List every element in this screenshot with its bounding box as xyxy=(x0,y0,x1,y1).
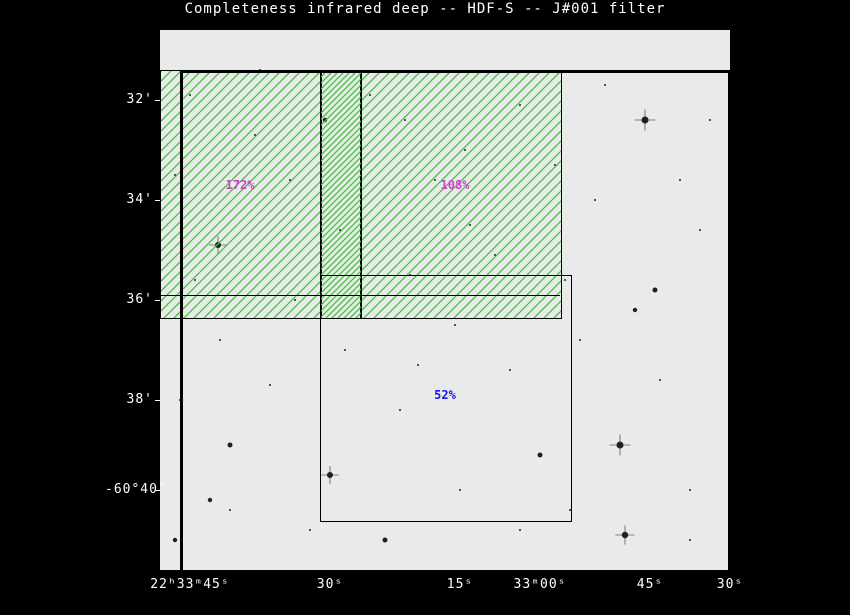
y-tick-mark xyxy=(155,490,160,491)
y-tick-mark xyxy=(155,100,160,101)
y-tick-mark xyxy=(155,300,160,301)
x-tick-label: 45ˢ xyxy=(637,577,663,592)
outer-frame xyxy=(180,70,731,576)
y-tick-label: 38' xyxy=(105,392,153,407)
x-tick-label: 15ˢ xyxy=(447,577,473,592)
y-tick-label: 36' xyxy=(105,292,153,307)
y-tick-label: 32' xyxy=(105,92,153,107)
label-172pct: 172% xyxy=(226,178,255,192)
label-108pct: 108% xyxy=(441,178,470,192)
label-52pct: 52% xyxy=(434,388,456,402)
chart-title: Completeness infrared deep -- HDF-S -- J… xyxy=(0,1,850,17)
y-tick-label: 34' xyxy=(105,192,153,207)
y-tick-mark xyxy=(155,400,160,401)
y-tick-label: -60°40' xyxy=(105,482,153,497)
plot-area: 172% 108% 52% 32'34'36'38'-60°40' 22ʰ33ᵐ… xyxy=(160,30,730,570)
y-tick-mark xyxy=(155,200,160,201)
x-tick-label: 30ˢ xyxy=(717,577,743,592)
x-tick-label: 22ʰ33ᵐ45ˢ xyxy=(150,577,229,592)
x-tick-label: 33ᵐ00ˢ xyxy=(514,577,567,592)
x-tick-label: 30ˢ xyxy=(317,577,343,592)
